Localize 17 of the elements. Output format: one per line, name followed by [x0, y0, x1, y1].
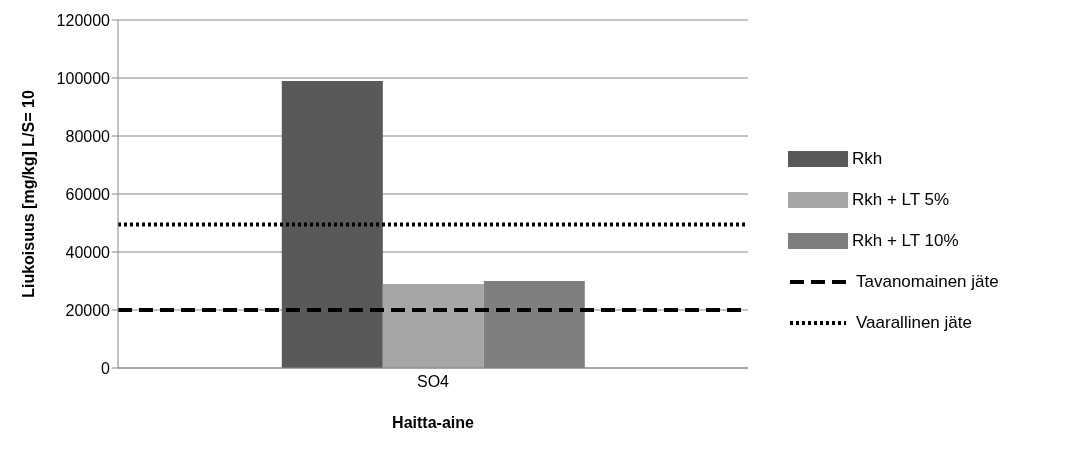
y-tick-label: 80000: [65, 127, 111, 145]
y-tick-label: 0: [101, 359, 111, 377]
x-axis-title: Haitta-aine: [392, 414, 474, 431]
y-tick-label: 120000: [56, 11, 111, 29]
bar: [281, 80, 383, 368]
y-tick-label: 20000: [65, 301, 111, 319]
legend-label: Rkh: [852, 148, 883, 170]
x-tick-label: SO4: [416, 373, 450, 391]
legend-label: Vaarallinen jäte: [856, 312, 972, 334]
legend-label: Rkh + LT 10%: [852, 230, 959, 252]
y-tick-label: 40000: [65, 243, 111, 261]
y-tick-label: 100000: [56, 69, 111, 87]
bar: [382, 283, 484, 368]
legend-label: Tavanomainen jäte: [856, 271, 999, 293]
y-axis-title: Liukoisuus [mg/kg] L/S= 10: [19, 90, 37, 298]
legend-label: Rkh + LT 5%: [852, 189, 950, 211]
y-tick-label: 60000: [65, 185, 111, 203]
